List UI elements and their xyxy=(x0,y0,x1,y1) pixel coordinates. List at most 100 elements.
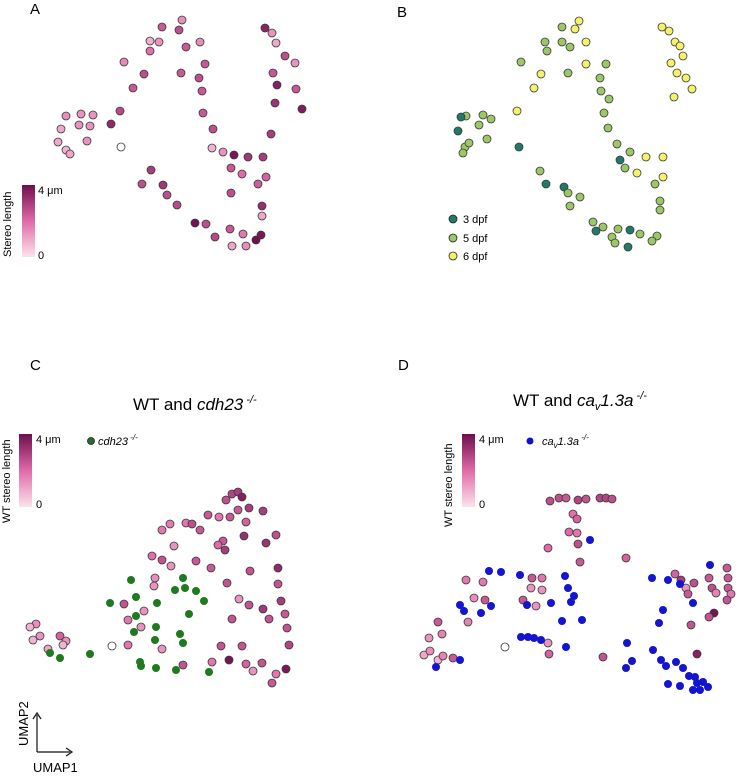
colorbar-a: 4 μm 0 Stereo length xyxy=(2,185,63,262)
panel-c-wt-point xyxy=(187,519,197,529)
panel-c-wt-point xyxy=(284,640,294,650)
panel-d-mutant-point xyxy=(432,663,440,671)
panel-b-point xyxy=(612,139,622,149)
panel-a-point xyxy=(251,235,261,245)
panel-c-mutant-point xyxy=(179,574,187,582)
panel-c-wt-point xyxy=(233,505,243,515)
panel-c-mutant-point xyxy=(106,599,114,607)
panel-b-point xyxy=(535,166,545,176)
panel-a-point xyxy=(176,68,186,78)
panel-c-wt-point xyxy=(244,503,254,513)
panel-b-point xyxy=(540,37,550,47)
panel-d-mutant-point xyxy=(558,617,566,625)
panel-b-point xyxy=(529,83,539,93)
panel-d-mutant-point xyxy=(676,682,684,690)
panel-c-wt-point xyxy=(157,525,167,535)
panel-b-point xyxy=(613,224,623,234)
panel-d-mutant-point xyxy=(561,572,569,580)
panel-d-wt-point xyxy=(561,493,571,503)
panel-d-wt-point xyxy=(607,494,617,504)
panel-b-point xyxy=(514,142,524,152)
panel-a-point xyxy=(280,51,290,61)
panel-a-point xyxy=(139,69,149,79)
panel-d-mutant-point xyxy=(460,607,468,615)
panel-a-point xyxy=(241,241,251,251)
panel-c-mutant-point xyxy=(192,587,200,595)
panel-b-point xyxy=(610,238,620,248)
panel-d-mutant-point xyxy=(516,571,524,579)
panel-c-mutant-point xyxy=(137,662,145,670)
panel-a-point xyxy=(82,136,92,146)
panel-c-title: WT and cdh23 -/- xyxy=(133,394,257,414)
panel-c-wt-point xyxy=(123,615,133,625)
panel-c-wt-point xyxy=(157,555,167,565)
panel-d-mutant-point xyxy=(691,673,699,681)
panel-a-point xyxy=(145,46,155,56)
panel-c-wt-point xyxy=(227,614,237,624)
panel-d-wt-point xyxy=(461,575,471,585)
panel-d-mutant-point xyxy=(517,633,525,641)
panel-c-wt-point xyxy=(214,512,224,522)
panel-d-wt-point xyxy=(722,595,732,605)
panel-b-point xyxy=(557,37,567,47)
panel-b-point xyxy=(666,58,676,68)
panel-a-point xyxy=(268,68,278,78)
panel-b-point xyxy=(635,229,645,239)
panel-c-wt-point xyxy=(282,623,292,633)
panel-b-point xyxy=(464,138,474,148)
panel-d-mutant-point xyxy=(689,686,697,694)
panel-d-mutant-point xyxy=(477,609,485,617)
panel-d-wt-point xyxy=(526,583,536,593)
panel-c-wt-point xyxy=(244,600,254,610)
panel-c-mutant-point xyxy=(176,630,184,638)
panel-d-wt-point xyxy=(598,652,608,662)
panel-d-mutant-point xyxy=(547,599,555,607)
panel-d-mutant-point xyxy=(456,601,464,609)
panel-d-wt-point xyxy=(689,578,699,588)
panel-a-point xyxy=(226,188,236,198)
panel-c-mutant-point xyxy=(132,612,140,620)
panel-d-mutant-point xyxy=(578,616,586,624)
panel-a-point xyxy=(207,143,217,153)
panel-b-point xyxy=(650,179,660,189)
panel-a-point xyxy=(238,229,248,239)
panel-a-point xyxy=(74,120,84,130)
panel-d-wt-point xyxy=(545,496,555,506)
panel-d-wt-point xyxy=(437,629,447,639)
legend-b-label-3dpf: 3 dpf xyxy=(463,214,488,226)
panel-c-wt-point xyxy=(207,657,217,667)
panel-d-wt-point xyxy=(537,573,547,583)
panel-c-wt-point xyxy=(225,512,235,522)
panel-c-wt-point xyxy=(271,669,281,679)
panel-d-mutant-point xyxy=(564,584,572,592)
panel-a-point xyxy=(267,28,277,38)
panel-c-wt-point xyxy=(237,492,247,502)
umap1-label: UMAP1 xyxy=(33,760,78,775)
panel-c-wt-point xyxy=(239,531,249,541)
panel-c-mutant-point xyxy=(185,610,193,618)
umap2-arrowhead-icon xyxy=(32,711,42,720)
panel-b-point xyxy=(672,68,682,78)
panel-c-mutant-point xyxy=(153,599,161,607)
panel-d-mutant-point xyxy=(664,680,672,688)
panel-b-point xyxy=(655,196,665,206)
panel-b-point xyxy=(482,134,492,144)
panel-a-point xyxy=(162,190,172,200)
panel-a-point xyxy=(291,84,301,94)
colorbar-a-max-label: 4 μm xyxy=(38,185,63,197)
panel-c-wt-point xyxy=(107,641,117,651)
panel-c-wt-point xyxy=(206,563,216,573)
umap1-arrowhead-icon xyxy=(65,747,74,757)
panel-b-point xyxy=(625,147,635,157)
panel-b-point xyxy=(456,112,466,122)
legend-b: 3 dpf 5 dpf 6 dpf xyxy=(448,214,488,263)
panel-b-point xyxy=(486,114,496,124)
panel-d-points xyxy=(419,493,736,694)
colorbar-d-min-label: 0 xyxy=(479,499,485,511)
panel-b-point xyxy=(655,205,665,215)
panel-b-point xyxy=(516,57,526,67)
panel-c-wt-point xyxy=(271,530,281,540)
panel-d-mutant-point xyxy=(628,657,636,665)
panel-b-point xyxy=(565,42,575,52)
